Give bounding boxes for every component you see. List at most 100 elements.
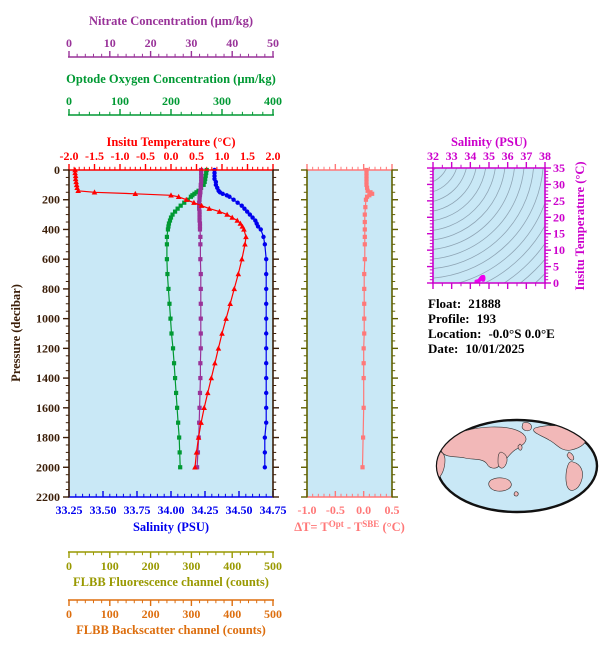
svg-text:-1.0: -1.0 (111, 149, 130, 163)
svg-text:1400: 1400 (36, 371, 60, 385)
svg-text:34: 34 (464, 149, 476, 163)
svg-text:-1.5: -1.5 (85, 149, 104, 163)
svg-text:Optode Oxygen Concentration (µ: Optode Oxygen Concentration (µm/kg) (66, 72, 276, 86)
svg-text:20: 20 (553, 210, 565, 224)
svg-text:0: 0 (54, 163, 60, 177)
svg-text:20: 20 (145, 36, 157, 50)
location-label: Location: (428, 326, 482, 341)
svg-text:33.25: 33.25 (56, 503, 83, 517)
svg-text:0: 0 (66, 94, 72, 108)
svg-text:37: 37 (520, 149, 532, 163)
svg-text:0: 0 (66, 607, 72, 621)
date-line: Date: 10/01/2025 (428, 341, 555, 356)
svg-text:200: 200 (42, 193, 60, 207)
profile-line: Profile: 193 (428, 311, 555, 326)
ts-bottom-axis (432, 282, 546, 289)
salinity-curve (212, 167, 269, 470)
svg-text:34.50: 34.50 (226, 503, 253, 517)
svg-text:0.5: 0.5 (189, 149, 204, 163)
ts-temperature-axis: 0 5 10 15 20 25 30 35 Insitu Temperature (°C) (544, 161, 587, 291)
svg-text:Salinity (PSU): Salinity (PSU) (133, 520, 209, 534)
float-label: Float: (428, 296, 462, 311)
delta-t-plot (307, 167, 392, 497)
svg-text:0.0: 0.0 (356, 503, 371, 517)
svg-text:-0.5: -0.5 (136, 149, 155, 163)
svg-text:1600: 1600 (36, 401, 60, 415)
profile-right-axis (272, 169, 279, 498)
svg-text:100: 100 (101, 607, 119, 621)
svg-text:33.75: 33.75 (124, 503, 151, 517)
svg-text:32: 32 (427, 149, 439, 163)
location-line: Location: -0.0°S 0.0°E (428, 326, 555, 341)
svg-text:600: 600 (42, 252, 60, 266)
svg-text:38: 38 (539, 149, 551, 163)
delta-top-axis (306, 164, 393, 171)
profile-curves (72, 167, 269, 470)
svg-text:100: 100 (101, 559, 119, 573)
svg-text:5: 5 (553, 260, 559, 274)
profile-plot (69, 167, 273, 497)
svg-text:15: 15 (553, 227, 565, 241)
svg-text:-2.0: -2.0 (60, 149, 79, 163)
svg-text:-1.0: -1.0 (298, 503, 317, 517)
svg-text:2200: 2200 (36, 490, 60, 504)
profile-label: Profile: (428, 311, 470, 326)
svg-text:0.5: 0.5 (385, 503, 400, 517)
nitrate-axis: 0 10 20 30 40 50 Nitrate Concentration (µm/kg) (66, 14, 279, 58)
svg-text:40: 40 (226, 36, 238, 50)
delta-t-curve (360, 167, 375, 470)
svg-text:Nitrate Concentration (µm/kg): Nitrate Concentration (µm/kg) (89, 14, 253, 28)
delta-right-axis (391, 169, 398, 498)
oxygen-axis: 0 100 200 300 400 Optode Oxygen Concentration… (66, 72, 282, 116)
svg-text:Insitu Temperature (°C): Insitu Temperature (°C) (573, 161, 587, 290)
svg-text:ΔT= TOpt - TSBE (°C): ΔT= TOpt - TSBE (°C) (294, 519, 405, 534)
delta-bottom-axis: -1.0 -0.5 0.0 0.5 ΔT= TOpt - TSBE (°C) (294, 491, 405, 534)
delta-left-axis (301, 169, 308, 498)
svg-text:1200: 1200 (36, 341, 60, 355)
svg-text:0: 0 (66, 559, 72, 573)
ts-salinity-axis: 32 33 34 35 36 37 38 Salinity (PSU) (427, 135, 551, 169)
nitrate-curve (195, 167, 204, 470)
svg-text:FLBB Fluorescence channel (cou: FLBB Fluorescence channel (counts) (73, 575, 269, 589)
float-value: 21888 (468, 296, 501, 311)
svg-text:33.50: 33.50 (90, 503, 117, 517)
svg-text:300: 300 (182, 607, 200, 621)
svg-text:35: 35 (483, 149, 495, 163)
svg-text:Insitu Temperature (°C): Insitu Temperature (°C) (106, 135, 235, 149)
salinity-axis: 33.25 33.50 33.75 34.00 34.25 34.50 34.75 Salin… (56, 491, 287, 534)
ts-left-axis (427, 167, 434, 284)
svg-text:1.0: 1.0 (215, 149, 230, 163)
svg-text:1.5: 1.5 (240, 149, 255, 163)
svg-text:FLBB Backscatter channel (coun: FLBB Backscatter channel (counts) (76, 623, 266, 637)
float-info: Float: 21888 Profile: 193 Location: -0.0°S … (428, 296, 555, 356)
date-value: 10/01/2025 (465, 341, 525, 356)
pressure-axis: 0 200 400 600 800 1000 1200 1400 1600 1800 2000 220… (9, 163, 70, 504)
svg-text:400: 400 (223, 607, 241, 621)
backscatter-axis: 0 100 200 300 400 500 FLBB Backscatter channel… (66, 599, 282, 637)
svg-text:400: 400 (42, 222, 60, 236)
svg-text:Pressure (decibar): Pressure (decibar) (9, 284, 23, 382)
svg-text:30: 30 (553, 177, 565, 191)
profile-value: 193 (476, 311, 497, 326)
svg-text:36: 36 (502, 149, 514, 163)
svg-text:200: 200 (162, 94, 180, 108)
svg-text:0: 0 (553, 276, 559, 290)
fluorescence-axis: 0 100 200 300 400 500 FLBB Fluorescence channe… (66, 551, 282, 589)
svg-text:10: 10 (104, 36, 116, 50)
svg-text:0: 0 (66, 36, 72, 50)
svg-text:10: 10 (553, 243, 565, 257)
svg-text:34.00: 34.00 (158, 503, 185, 517)
ts-diagram (433, 168, 545, 284)
svg-text:400: 400 (264, 94, 282, 108)
temperature-axis: -2.0 -1.5 -1.0 -0.5 0.0 0.5 1.0 1.5 2.0 Insitu Te… (60, 135, 281, 171)
svg-text:800: 800 (42, 282, 60, 296)
temperature-curve (72, 167, 249, 470)
date-label: Date: (428, 341, 459, 356)
svg-text:-0.5: -0.5 (326, 503, 345, 517)
svg-text:500: 500 (264, 607, 282, 621)
svg-text:30: 30 (185, 36, 197, 50)
svg-text:33: 33 (446, 149, 458, 163)
svg-text:200: 200 (142, 607, 160, 621)
svg-text:1000: 1000 (36, 312, 60, 326)
svg-text:50: 50 (267, 36, 279, 50)
